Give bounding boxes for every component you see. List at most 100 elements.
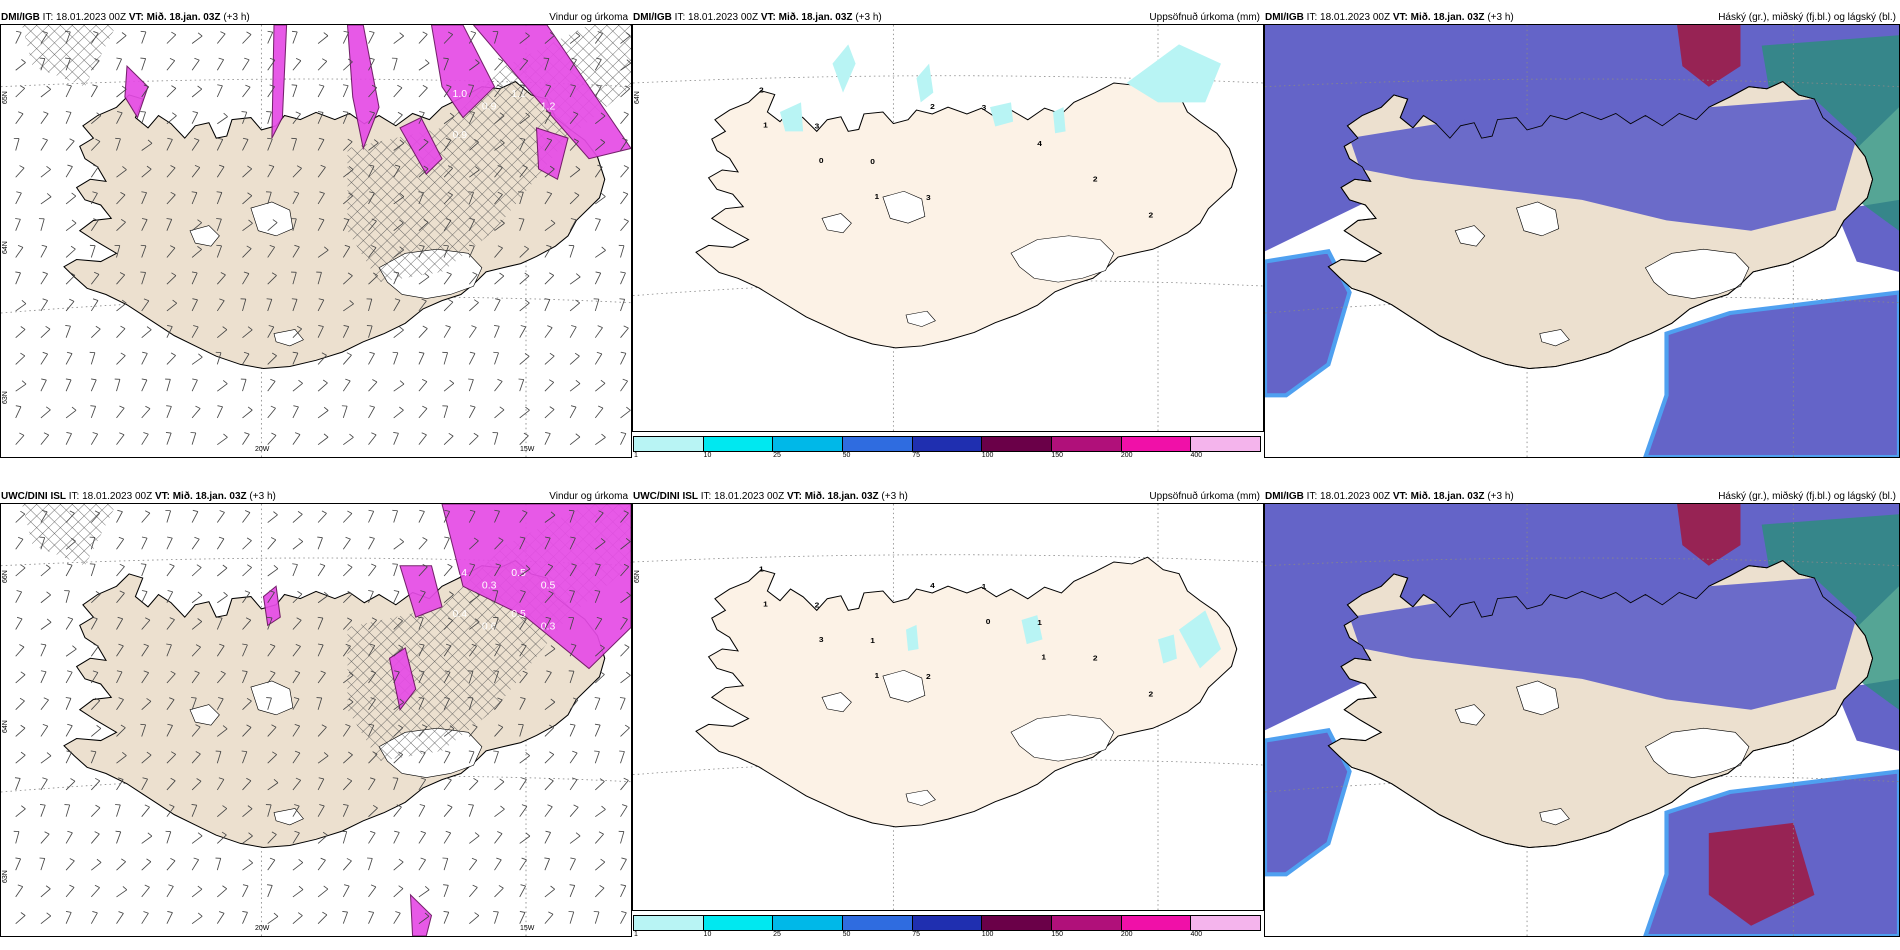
colorbar-swatch [1052,437,1122,451]
init-time: IT: 18.01.2023 00Z [698,491,787,502]
colorbar-tick-label: 150 [1051,452,1064,459]
latitude-label: 64N [2,241,9,254]
accum-value: 1 [870,636,875,645]
panel-title-row: DMI/IGB IT: 18.01.2023 00Z VT: Mið. 18.j… [0,8,632,28]
colorbar-swatch [843,437,913,451]
colorbar-tick-label: 100 [981,452,994,459]
panel-title-left: UWC/DINI ISL IT: 18.01.2023 00Z VT: Mið.… [1,487,276,507]
map-canvas: 0.4 0.3 0.5 0.5 0.4 0.6 0.5 0.3 [1,504,631,936]
latitude-label: 65N [2,91,9,104]
colorbar-tick-label: 50 [842,452,851,459]
init-time: IT: 18.01.2023 00Z [39,12,129,23]
colorbar-tick-label: 1 [634,452,638,459]
map-frame [1264,24,1900,458]
init-time: IT: 18.01.2023 00Z [1303,12,1393,23]
colorbar-swatch [634,437,704,451]
colorbar-swatch [634,916,704,930]
precip-value: 0.5 [511,609,526,620]
longitude-label: 20W [255,925,270,932]
precip-value: 0.9 [482,101,497,112]
accum-value: 4 [1037,139,1042,148]
panel-uwc-accum: UWC/DINI ISL IT: 18.01.2023 00Z VT: Mið.… [632,487,1264,943]
colorbar-ticks: 1 10 25 50 75 100 150 200 400 [633,452,1259,462]
panel-dmi-accum: DMI/IGB IT: 18.01.2023 00Z VT: Mið. 18.j… [632,8,1264,464]
colorbar-tick-label: 400 [1190,931,1203,938]
colorbar-swatch [982,916,1053,930]
accum-value: 1 [759,565,764,574]
accum-value: 3 [926,193,931,202]
colorbar-swatch [703,437,774,451]
product-title: Háský (gr.), miðský (fj.bl.) og lágský (… [1718,12,1896,23]
map-canvas: 1 2 1 2 1 1 2 2 1 3 1 4 0 1 [633,504,1263,910]
colorbar-ticks: 1 10 25 50 75 100 150 200 400 [633,931,1259,941]
wind-barbs [13,30,631,445]
valid-time: VT: Mið. 18.jan. 03Z [760,12,853,23]
colorbar-tick-label: 25 [773,452,781,459]
panel-dmi-wind: DMI/IGB IT: 18.01.2023 00Z VT: Mið. 18.j… [0,8,632,464]
accum-value: 2 [930,102,935,111]
colorbar-swatch [1052,916,1122,930]
high-cloud [1677,504,1741,566]
accum-value: 1 [1041,653,1046,662]
iceland-landmass [695,556,1238,828]
accum-value: 0 [870,157,875,166]
accum-value: 4 [930,581,935,590]
colorbar-swatch [912,437,983,451]
lead-time: (+3 h) [1484,491,1514,502]
precip-value: 1.0 [453,89,468,100]
map-frame: 0.4 0.3 0.5 0.5 0.4 0.6 0.5 0.3 [0,503,632,937]
colorbar-tick-label: 10 [703,452,712,459]
colorbar-swatch [1191,437,1261,451]
panel-title-row: DMI/IGB IT: 18.01.2023 00Z VT: Mið. 18.j… [1264,8,1900,28]
accum-value: 1 [1037,618,1042,627]
colorbar-tick-label: 200 [1120,931,1133,938]
precip-layer [262,504,631,936]
accum-value: 1 [982,582,987,591]
colorbar-tick-label: 200 [1120,452,1133,459]
precip-value: 0.5 [511,568,526,579]
accum-value: 0 [986,617,991,626]
accum-precip-layer [906,610,1221,669]
colorbar [633,436,1261,452]
panel-title-row: DMI/IGB IT: 18.01.2023 00Z VT: Mið. 18.j… [1264,487,1900,507]
map-canvas: 2 3 0 3 3 4 2 2 1 0 1 2 [633,25,1263,431]
colorbar-swatch [773,916,844,930]
latitude-label: 64N [634,91,641,104]
lead-time: (+3 h) [852,12,882,23]
high-cloud [1677,25,1741,87]
longitude-label: 15W [520,446,535,453]
precip-layer [124,25,631,181]
product-title: Háský (gr.), miðský (fj.bl.) og lágský (… [1718,491,1896,502]
colorbar-swatch [912,916,983,930]
valid-time: VT: Mið. 18.jan. 03Z [786,491,879,502]
product-title: Vindur og úrkoma [549,12,628,23]
colorbar-tick-label: 10 [703,931,712,938]
accum-value: 2 [1093,654,1098,663]
accum-precip-layer [780,44,1221,134]
accum-value: 1 [875,192,880,201]
colorbar-swatch [1191,916,1261,930]
accum-value: 1 [763,121,768,130]
accum-value: 2 [815,601,820,610]
colorbar-tick-label: 75 [912,931,921,938]
product-title: Vindur og úrkoma [549,491,628,502]
panel-title-row: UWC/DINI ISL IT: 18.01.2023 00Z VT: Mið.… [0,487,632,507]
accum-value: 2 [759,86,764,95]
map-frame: 1.0 0.9 1.1 1.2 0.9 [0,24,632,458]
panel-uwc-wind: UWC/DINI ISL IT: 18.01.2023 00Z VT: Mið.… [0,487,632,943]
iceland-landmass [695,77,1238,349]
colorbar [633,915,1261,931]
colorbar-swatch [1121,437,1192,451]
precip-value: 0.3 [541,622,556,633]
wind-barbs [13,509,631,924]
colorbar-tick-label: 150 [1051,931,1064,938]
model-name: DMI/IGB [1,12,40,23]
precip-value: 1.2 [541,101,556,112]
map-frame [1264,503,1900,937]
precip-value: 0.5 [541,580,556,591]
colorbar-tick-label: 25 [773,931,781,938]
model-name: UWC/DINI ISL [633,491,698,502]
precip-value: 0.4 [453,568,468,579]
colorbar-tick-label: 100 [981,931,994,938]
latitude-label: 65N [634,570,641,583]
